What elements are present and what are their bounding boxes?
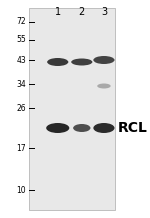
Text: 26: 26 — [16, 104, 26, 112]
Text: 17: 17 — [16, 143, 26, 153]
Ellipse shape — [93, 56, 115, 64]
Text: 3: 3 — [101, 7, 107, 17]
Text: RCL: RCL — [118, 121, 148, 135]
Ellipse shape — [47, 58, 68, 66]
Text: 2: 2 — [79, 7, 85, 17]
Text: 55: 55 — [16, 36, 26, 44]
Ellipse shape — [46, 123, 69, 133]
Bar — [29, 8, 116, 210]
Ellipse shape — [71, 58, 92, 65]
Text: 34: 34 — [16, 80, 26, 89]
Ellipse shape — [73, 124, 90, 132]
Ellipse shape — [97, 83, 111, 89]
Ellipse shape — [93, 123, 115, 133]
Text: 1: 1 — [55, 7, 61, 17]
Text: 43: 43 — [16, 56, 26, 65]
Text: 72: 72 — [16, 17, 26, 27]
Text: 10: 10 — [16, 186, 26, 194]
